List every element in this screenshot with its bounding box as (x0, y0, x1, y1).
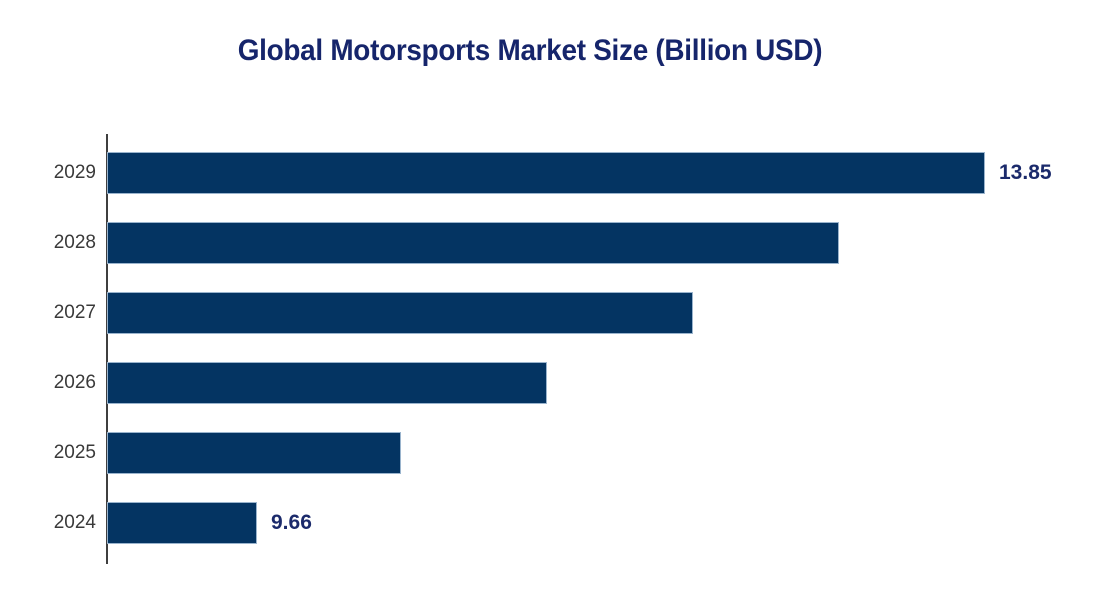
bar-2024[interactable] (107, 502, 257, 544)
bar-value-label-2029: 13.85 (999, 161, 1052, 184)
bar-row: 2026 (0, 348, 1105, 418)
y-axis-tick-label: 2026 (53, 372, 96, 393)
y-axis-line (106, 134, 108, 564)
bar-row: 2024 9.66 (0, 488, 1105, 558)
bar-value-label-2024: 9.66 (271, 511, 312, 534)
y-axis-tick-label: 2028 (53, 232, 96, 253)
bar-row: 2028 (0, 208, 1105, 278)
bar-2025[interactable] (107, 432, 401, 474)
plot-area: 2029 13.85 2028 2027 2026 2025 2024 (0, 128, 1105, 568)
bar-2029[interactable] (107, 152, 985, 194)
y-axis-tick-label: 2025 (53, 442, 96, 463)
bar-2027[interactable] (107, 292, 693, 334)
bar-2026[interactable] (107, 362, 547, 404)
bar-row: 2029 13.85 (0, 138, 1105, 208)
y-axis-tick-label: 2027 (53, 302, 96, 323)
y-axis-tick-label: 2024 (53, 512, 96, 533)
y-axis-tick-label: 2029 (53, 162, 96, 183)
bar-2028[interactable] (107, 222, 839, 264)
bar-row: 2025 (0, 418, 1105, 488)
chart-title: Global Motorsports Market Size (Billion … (237, 34, 823, 67)
bar-row: 2027 (0, 278, 1105, 348)
